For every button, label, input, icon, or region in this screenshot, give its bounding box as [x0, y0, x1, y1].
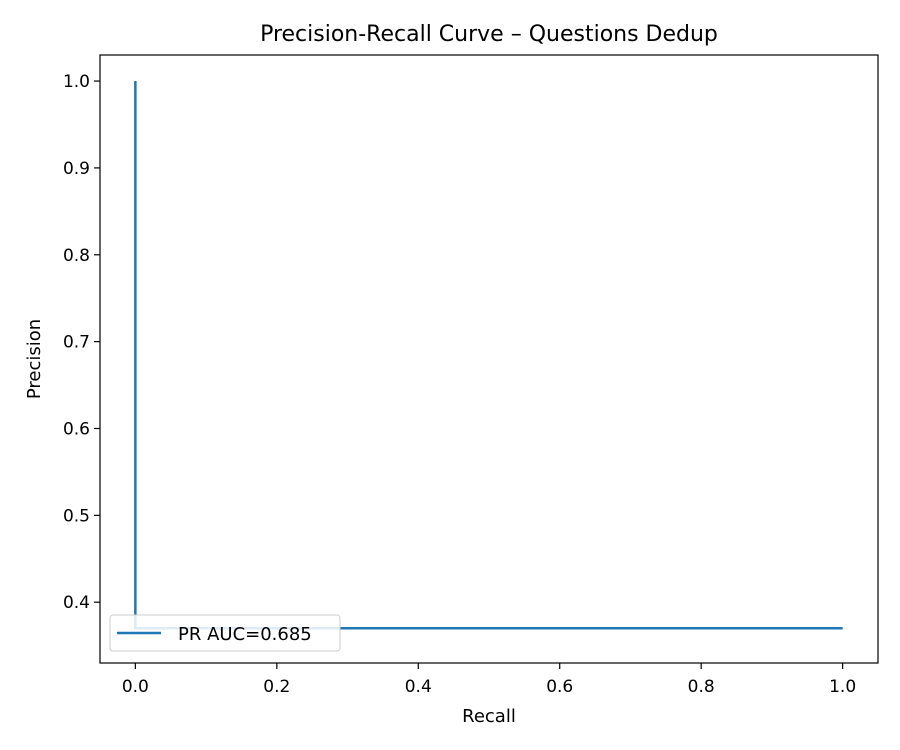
chart-title: Precision-Recall Curve – Questions Dedup [260, 22, 718, 47]
x-tick-label: 0.2 [263, 677, 290, 697]
x-tick-label: 0.8 [688, 677, 715, 697]
x-tick-label: 0.4 [405, 677, 432, 697]
y-axis-ticks: 0.4 0.5 0.6 0.7 0.8 0.9 1.0 [63, 72, 100, 613]
y-tick-label: 0.4 [63, 593, 90, 613]
x-tick-label: 0.0 [122, 677, 149, 697]
legend-box [109, 614, 341, 652]
x-tick-label: 1.0 [829, 677, 856, 697]
plot-frame [99, 54, 879, 664]
y-tick-label: 1.0 [63, 72, 90, 92]
y-tick-label: 0.8 [63, 246, 90, 266]
plot-area: 0.0 0.2 0.4 0.6 0.8 1.0 0.4 0.5 0.6 0.7 0.8 0.9 1.0 [63, 54, 879, 697]
legend-label: PR AUC=0.685 [178, 624, 312, 645]
x-axis-ticks: 0.0 0.2 0.4 0.6 0.8 1.0 [122, 663, 856, 697]
legend: PR AUC=0.685 [109, 614, 341, 652]
y-tick-label: 0.9 [63, 159, 90, 179]
y-tick-label: 0.5 [63, 506, 90, 526]
y-tick-label: 0.6 [63, 419, 90, 439]
y-tick-label: 0.7 [63, 333, 90, 353]
x-axis-label: Recall [462, 706, 516, 727]
x-tick-label: 0.6 [546, 677, 573, 697]
y-axis-label: Precision [24, 319, 45, 399]
